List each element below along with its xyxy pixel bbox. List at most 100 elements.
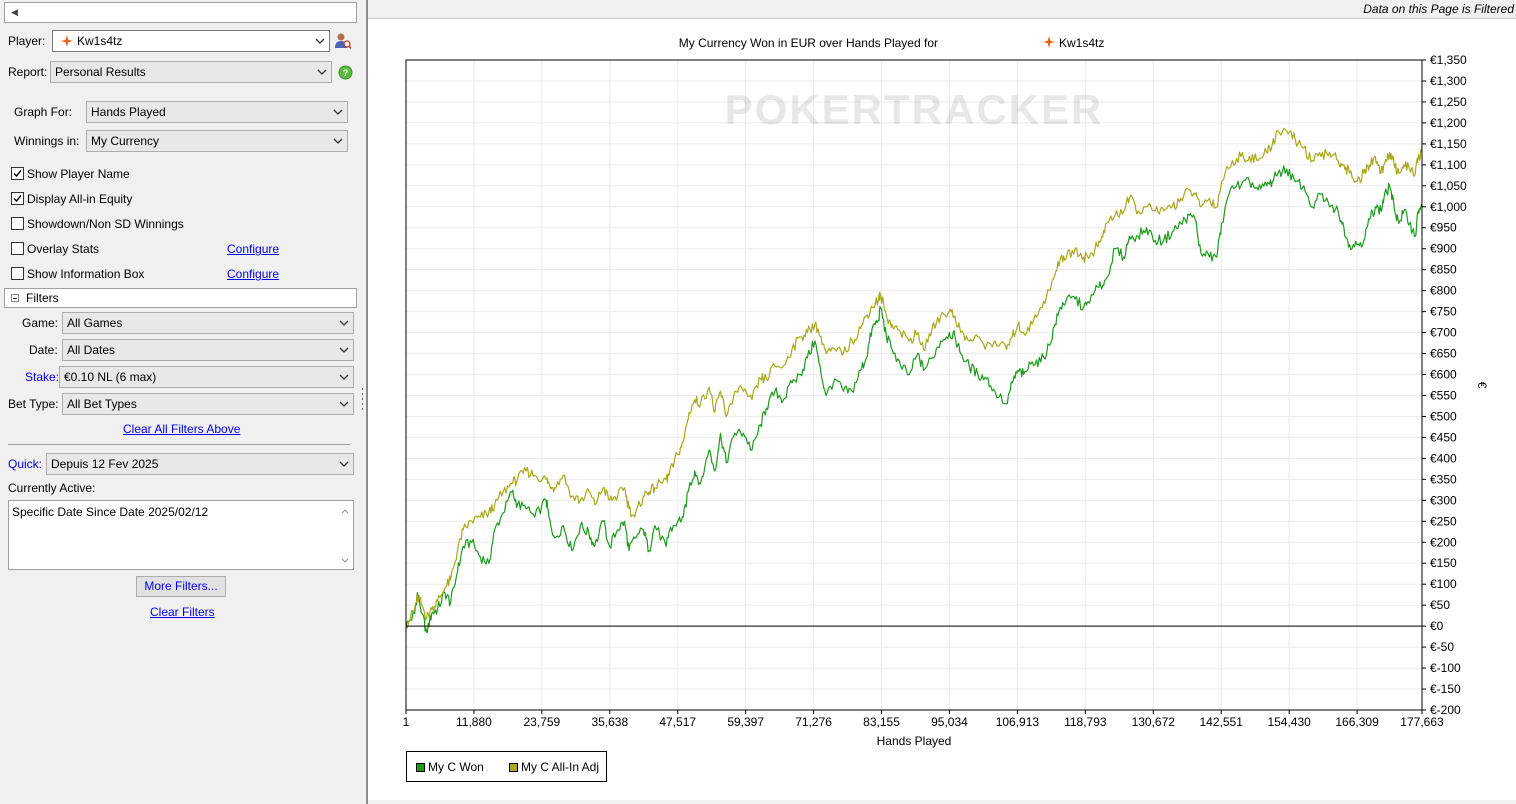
bottom-edge [368,800,1516,804]
y-tick-label: €0 [1430,619,1444,633]
y-tick-label: €1,150 [1430,137,1467,151]
chevron-down-icon [339,394,349,414]
pokertracker-watermark: POKERTRACKER [725,86,1102,133]
filter-status-banner: Data on this Page is Filtered [368,0,1516,19]
plot-border [405,59,1423,711]
y-tick-label: €-50 [1430,640,1454,654]
y-tick-label: €950 [1430,221,1457,235]
display-all-in-equity-checkbox[interactable] [11,192,24,205]
graph-for-select[interactable]: Hands Played [86,101,348,123]
y-tick-label: €1,050 [1430,179,1467,193]
x-tick-label: 130,672 [1132,715,1176,729]
clear-all-filters-above-link[interactable]: Clear All Filters Above [123,422,241,436]
more-filters-button[interactable]: More Filters... [136,576,226,597]
display-all-in-equity-label: Display All-in Equity [27,192,133,206]
x-axis: 1 11,880 23,759 35,638 47,517 59,397 71,276 83,… [403,710,1444,729]
stake-label[interactable]: Stake: [25,370,60,384]
overlay-stats-checkbox[interactable] [11,242,24,255]
winnings-in-select[interactable]: My Currency [86,130,348,152]
game-select[interactable]: All Games [62,312,354,334]
y-tick-label: €400 [1430,451,1457,465]
y-tick-label: €300 [1430,493,1457,507]
chevron-down-icon [339,313,349,333]
player-search-icon[interactable] [334,32,352,50]
series-layer [405,127,1423,633]
x-tick-label: 142,551 [1200,715,1244,729]
currently-active-label: Currently Active: [8,481,96,495]
show-information-box-label: Show Information Box [27,267,145,281]
quick-value: Depuis 12 Fev 2025 [51,457,159,471]
x-tick-label: 71,276 [795,715,832,729]
y-tick-label: €1,100 [1430,158,1467,172]
chart-title-player: Kw1s4tz [1059,36,1104,50]
player-select[interactable]: Kw1s4tz [52,30,330,52]
x-tick-label: 83,155 [863,715,900,729]
x-tick-label: 23,759 [524,715,561,729]
bet-type-value: All Bet Types [67,397,137,411]
svg-text:?: ? [343,68,349,78]
show-player-name-checkbox[interactable] [11,167,24,180]
collapse-left-icon[interactable]: ◀ [11,7,18,17]
filter-panel: ◀ Player: Kw1s4tz Report: Personal Resul… [0,0,362,804]
y-tick-label: €500 [1430,409,1457,423]
graph-for-value: Hands Played [91,105,166,119]
textarea-scrollbar[interactable] [338,502,352,568]
series-line-my-c-all-in-adj [405,127,1423,629]
bet-type-select[interactable]: All Bet Types [62,393,354,415]
show-player-name-label: Show Player Name [27,167,130,181]
showdown-winnings-label: Showdown/Non SD Winnings [27,217,184,231]
date-select[interactable]: All Dates [62,339,354,361]
x-tick-label: 177,663 [1400,715,1444,729]
currently-active-textarea[interactable]: Specific Date Since Date 2025/02/12 [8,500,354,570]
quick-label[interactable]: Quick: [8,457,43,471]
y-tick-label: €250 [1430,514,1457,528]
y-tick-label: €600 [1430,368,1457,382]
graph-panel: Data on this Page is Filtered My Currenc… [368,0,1516,804]
help-icon[interactable]: ? [338,65,353,80]
quick-select[interactable]: Depuis 12 Fev 2025 [46,453,354,475]
overlay-stats-label: Overlay Stats [27,242,100,256]
panel-collapse-bar[interactable]: ◀ [4,2,357,23]
chevron-down-icon [315,31,325,51]
show-information-box-checkbox[interactable] [11,267,24,280]
legend-swatch-my-c-all-in-adj [509,763,518,772]
report-label: Report: [8,65,48,79]
y-tick-label: €200 [1430,535,1457,549]
information-box-configure-link[interactable]: Configure [227,267,280,281]
panel-splitter[interactable] [362,0,366,804]
date-value: All Dates [67,343,116,357]
y-tick-label: €900 [1430,242,1457,256]
filters-title: Filters [26,291,59,305]
clear-filters-link[interactable]: Clear Filters [150,605,215,619]
winnings-in-value: My Currency [91,134,160,148]
x-tick-label: 166,309 [1335,715,1379,729]
y-tick-label: €100 [1430,577,1457,591]
y-tick-label: €1,000 [1430,200,1467,214]
stake-select[interactable]: €0.10 NL (6 max) [59,366,354,388]
x-tick-label: 95,034 [931,715,968,729]
x-tick-label: 154,430 [1267,715,1311,729]
player-label: Player: [8,34,46,48]
splitter-grip-icon[interactable] [361,386,364,414]
report-select[interactable]: Personal Results [50,61,332,83]
x-tick-label: 35,638 [591,715,628,729]
collapse-minus-icon[interactable] [11,294,19,302]
chevron-down-icon [333,102,343,122]
filters-section-header[interactable]: Filters [4,288,357,308]
showdown-winnings-checkbox[interactable] [11,217,24,230]
y-tick-label: €550 [1430,388,1457,402]
results-chart: My Currency Won in EUR over Hands Played… [403,36,1489,748]
y-tick-label: €350 [1430,472,1457,486]
graph-for-label: Graph For: [14,105,73,119]
chevron-down-icon [339,340,349,360]
game-label: Game: [22,316,59,330]
x-tick-label: 1 [403,715,410,729]
overlay-stats-configure-link[interactable]: Configure [227,242,280,256]
y-tick-label: €450 [1430,430,1457,444]
chevron-down-icon [317,62,327,82]
game-value: All Games [67,316,123,330]
chevron-down-icon [333,131,343,151]
bet-type-label: Bet Type: [8,397,59,411]
x-tick-label: 11,880 [456,715,492,729]
legend-swatch-my-c-won [416,763,425,772]
